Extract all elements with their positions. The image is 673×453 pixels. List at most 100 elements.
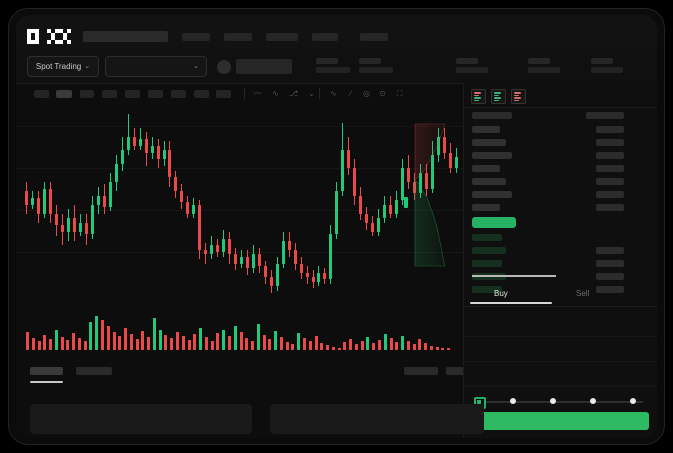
slider-step[interactable]: [550, 398, 556, 404]
orderbook-bid-row[interactable]: [472, 247, 506, 254]
submit-order-button[interactable]: [472, 412, 649, 430]
last-price-value: [236, 59, 292, 74]
top-navigation-bar: [16, 15, 657, 48]
right-sidebar: Buy Sell: [463, 83, 657, 438]
nav-item-4[interactable]: [312, 33, 338, 41]
nav-item-5[interactable]: [360, 33, 388, 41]
stat-value: [456, 67, 488, 73]
volume-bar: [31, 338, 35, 350]
tab-active-underline: [472, 275, 556, 277]
slider-step[interactable]: [590, 398, 596, 404]
volume-bar: [447, 348, 451, 350]
price-chart[interactable]: [16, 104, 463, 303]
nav-item-1[interactable]: [182, 33, 210, 41]
volume-bar: [164, 335, 168, 350]
timeframe-button-1[interactable]: [56, 90, 72, 98]
orderbook-view-asks-icon[interactable]: [511, 89, 526, 104]
current-price-marker: [404, 197, 408, 208]
orderbook-scrollbar[interactable]: [470, 302, 552, 304]
line-chart-icon[interactable]: ∿: [330, 89, 337, 98]
orderbook-ask-size: [596, 204, 624, 211]
orderbook-ask-row[interactable]: [472, 204, 500, 211]
tab-open-orders[interactable]: [30, 367, 63, 375]
orderbook-ask-row[interactable]: [472, 139, 506, 146]
orderbook-ask-row[interactable]: [472, 126, 500, 133]
slider-track: [478, 401, 643, 403]
settings-icon[interactable]: ⊙: [379, 89, 386, 98]
orderbook-ask-row[interactable]: [472, 191, 512, 198]
global-search-input[interactable]: [83, 31, 168, 42]
volume-bar: [291, 344, 295, 350]
volume-bar: [129, 334, 133, 350]
volume-bar: [112, 332, 116, 350]
timeframe-button-0[interactable]: [34, 90, 49, 98]
orders-tab-bar: [16, 362, 479, 386]
volume-bar: [435, 347, 439, 350]
timeframe-button-4[interactable]: [125, 90, 140, 98]
orderbook-ask-row[interactable]: [472, 178, 506, 185]
fullscreen-icon[interactable]: ⛶: [396, 88, 403, 98]
divider: [464, 107, 657, 108]
volume-bar: [147, 337, 151, 350]
volume-bar: [43, 335, 47, 350]
volume-bar: [118, 336, 122, 350]
candle-type-icon[interactable]: ⎇: [288, 89, 299, 98]
nav-item-2[interactable]: [224, 33, 252, 41]
magnet-icon[interactable]: ∕: [349, 89, 352, 98]
timeframe-button-7[interactable]: [194, 90, 209, 98]
slider-step[interactable]: [510, 398, 516, 404]
chart-toolbar: 〰 ∿ ⎇ ⌄ ∿ ∕ ◎ ⊙ ⛶: [16, 83, 463, 105]
timeframe-button-2[interactable]: [80, 90, 94, 98]
volume-bar: [360, 341, 364, 350]
volume-bar: [222, 330, 226, 350]
ticker-stat-vol24: [528, 58, 560, 73]
orderbook-bid-row[interactable]: [472, 234, 502, 241]
bottom-action-1[interactable]: [404, 367, 438, 375]
trading-pair-select[interactable]: ⌄: [105, 56, 207, 77]
orderbook-ask-row[interactable]: [472, 165, 500, 172]
nav-item-3[interactable]: [266, 33, 298, 41]
orderbook-bid-row[interactable]: [472, 273, 506, 280]
tab-buy[interactable]: Buy: [494, 289, 508, 298]
stat-label: [359, 58, 381, 64]
stat-value: [316, 67, 350, 73]
coin-avatar: [217, 60, 231, 74]
orderbook-view-both-icon[interactable]: [471, 89, 486, 104]
volume-bar: [135, 339, 139, 350]
volume-bar: [302, 338, 306, 350]
orderbook-ask-row[interactable]: [472, 152, 512, 159]
app-screen: Spot Trading ⌄ ⌄ 〰 ∿ ⎇ ⌄ ∿ ∕ ◎ ⊙ ⛶: [16, 15, 657, 438]
ticker-stat-low: [456, 58, 488, 73]
camera-icon[interactable]: ◎: [363, 89, 370, 98]
orderbook-view-bids-icon[interactable]: [491, 89, 506, 104]
compare-icon[interactable]: ∿: [272, 89, 279, 98]
bottom-action-2[interactable]: [446, 367, 479, 375]
indicator-icon[interactable]: 〰: [253, 89, 262, 98]
ticker-stat-change: [316, 58, 350, 73]
amount-percent-slider[interactable]: [474, 397, 647, 409]
tab-sell[interactable]: Sell: [576, 289, 590, 298]
okx-logo[interactable]: [27, 29, 71, 44]
volume-bar: [429, 346, 433, 350]
volume-bar: [152, 318, 156, 350]
chevron-down-icon[interactable]: ⌄: [308, 89, 315, 98]
volume-bar: [54, 330, 58, 350]
timeframe-button-3[interactable]: [102, 90, 117, 98]
volume-bar: [66, 340, 70, 350]
timeframe-button-5[interactable]: [148, 90, 163, 98]
tab-order-history[interactable]: [76, 367, 112, 375]
volume-bar: [72, 333, 76, 350]
volume-bar: [377, 340, 381, 350]
slider-step[interactable]: [630, 398, 636, 404]
orderbook-bid-row[interactable]: [472, 260, 502, 267]
orderbook-ask-size: [596, 191, 624, 198]
orderbook-bid-row[interactable]: [472, 286, 502, 293]
market-type-dropdown[interactable]: Spot Trading ⌄: [27, 56, 99, 77]
timeframe-button-8[interactable]: [216, 90, 231, 98]
timeframe-button-6[interactable]: [171, 90, 186, 98]
stat-value: [359, 67, 393, 73]
volume-bar: [401, 336, 405, 350]
volume-bar: [343, 342, 347, 350]
volume-bar: [204, 337, 208, 350]
